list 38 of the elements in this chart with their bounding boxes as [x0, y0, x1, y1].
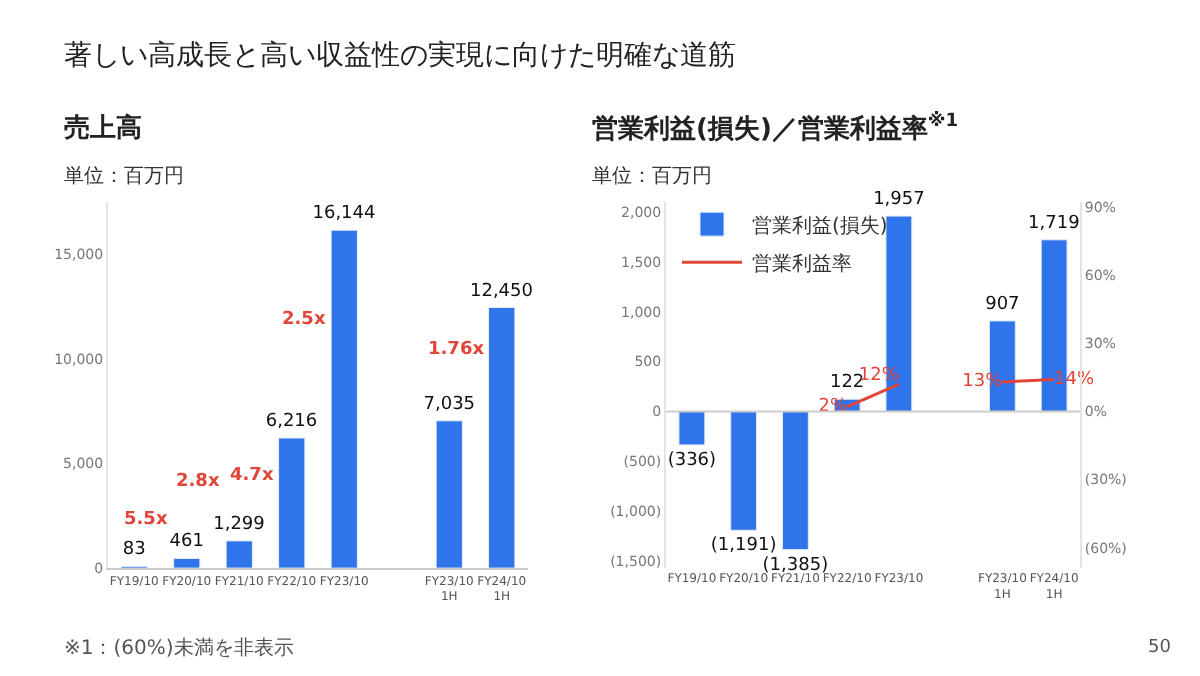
data-label: 7,035: [423, 394, 476, 415]
annotation: 1.76x: [428, 340, 485, 360]
bar: [173, 557, 201, 569]
text: 50: [1148, 638, 1172, 658]
text: ※1：(60%)未満を非表示: [64, 636, 294, 660]
bar: [781, 410, 809, 551]
data-label: 6,216: [265, 412, 318, 432]
data-label: 1,957: [873, 190, 925, 211]
data-label: 122: [829, 373, 865, 394]
bar: [488, 307, 516, 569]
text: 単位：百万円: [592, 164, 712, 188]
text: 著しい高成長と高い収益性の実現に向けた明確な道筋: [64, 40, 736, 72]
data-label: (336): [667, 450, 717, 471]
bar: [435, 420, 463, 569]
data-label: 1,299: [213, 514, 266, 535]
bar: [730, 410, 758, 531]
data-label: 16,144: [312, 204, 377, 225]
data-label: 12,450: [469, 281, 534, 302]
data-label: 2%: [818, 397, 849, 418]
annotation: 2.8x: [176, 472, 220, 492]
annotation: 2.5x: [282, 310, 326, 330]
annotation: 4.7x: [230, 466, 274, 486]
chart-title: 売上高: [64, 112, 142, 144]
chart-title: 営業利益(損失)／営業利益率$^{※1}$: [592, 110, 959, 145]
text: 単位：百万円: [64, 164, 184, 188]
data-label: 461: [169, 532, 204, 553]
data-label: 83: [122, 540, 146, 561]
data-label: 1,719: [1028, 213, 1081, 234]
data-label: (1,385): [762, 555, 829, 576]
annotation: 5.5x: [124, 510, 168, 530]
data-label: 907: [985, 294, 1020, 315]
bar: [278, 437, 306, 569]
bar: [225, 540, 253, 569]
bar: [330, 229, 358, 569]
legend-label: 営業利益率: [752, 251, 852, 276]
bar: [678, 410, 706, 446]
data-label: (1,191): [710, 536, 777, 557]
legend-label: 営業利益(損失): [752, 213, 888, 238]
